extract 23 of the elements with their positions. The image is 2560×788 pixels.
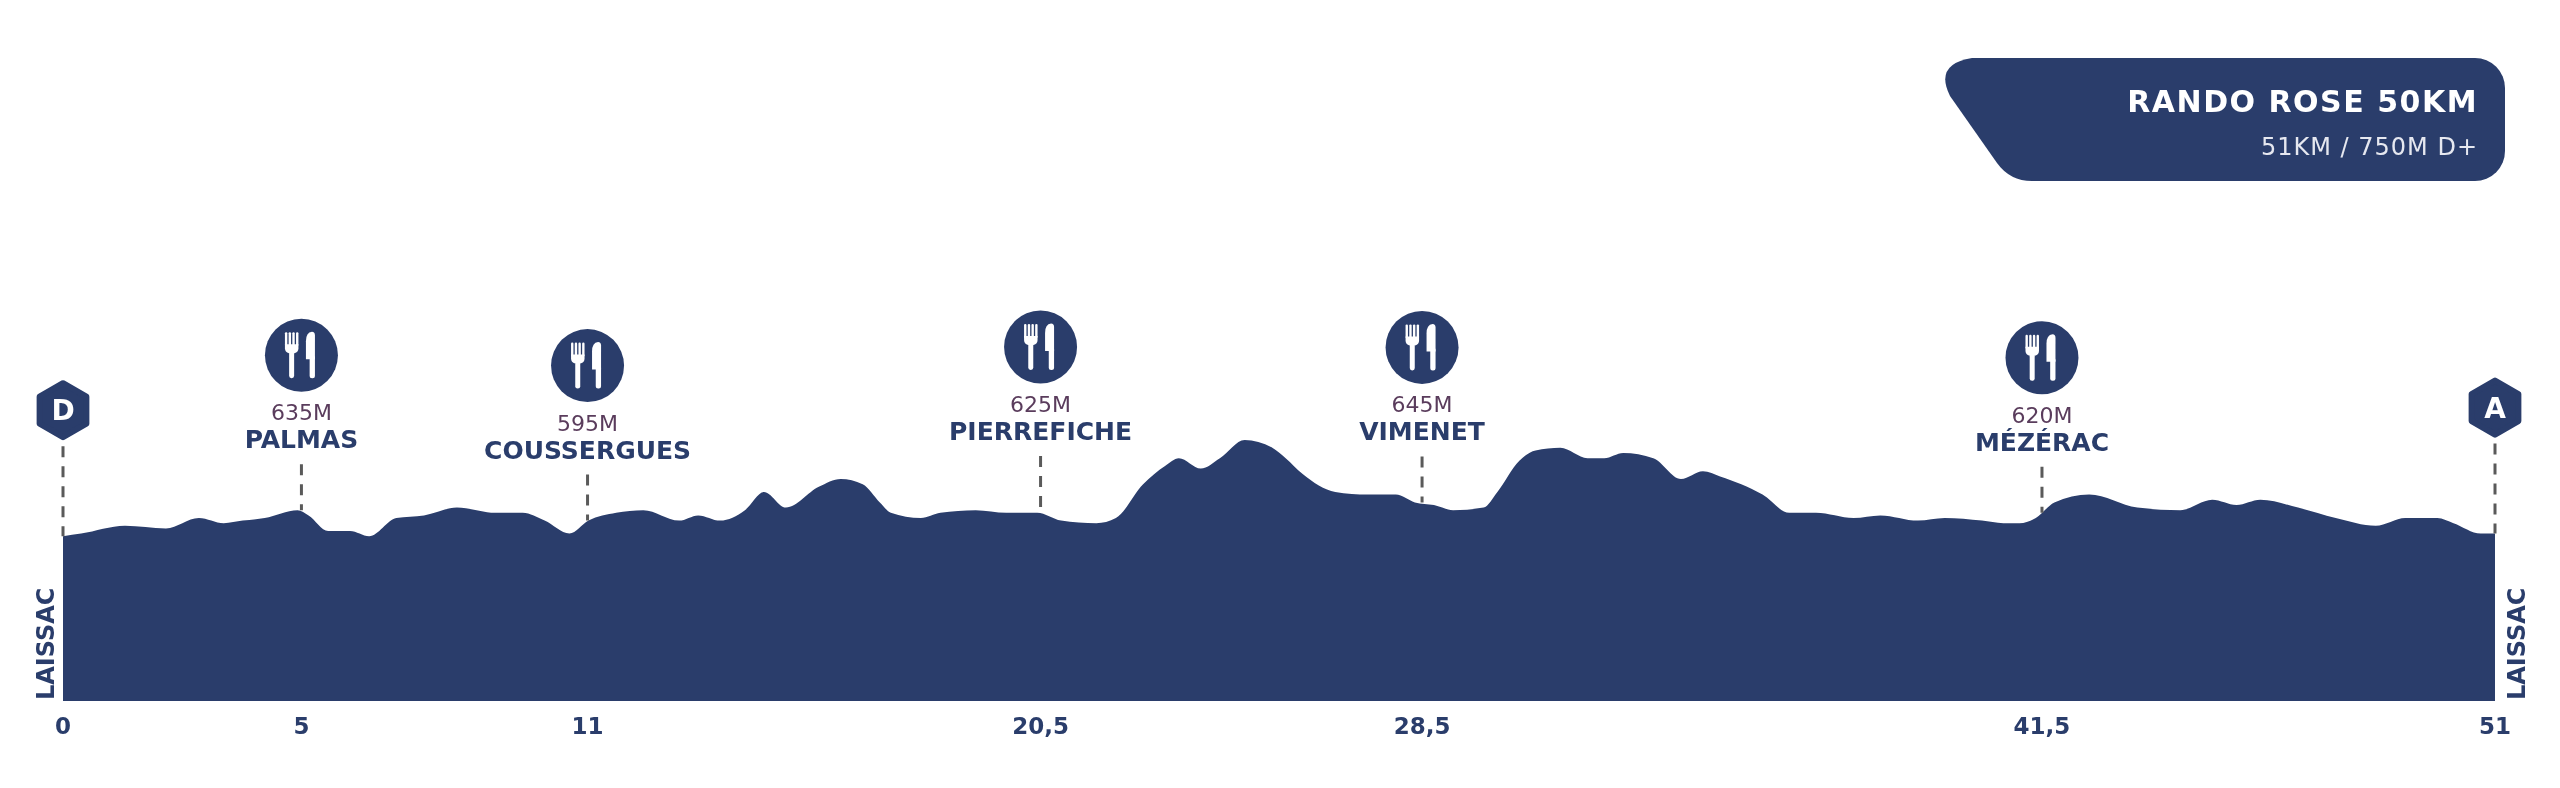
text: 625M <box>1010 392 1072 417</box>
annotation: LAISSAC <box>32 587 60 700</box>
x-tick-label: 51 <box>2478 713 2512 739</box>
text: 645M <box>1391 392 1453 418</box>
x-tick-label: 20,5 <box>1012 713 1069 739</box>
annotation: VIMENET <box>1359 417 1485 447</box>
annotation: MÉZÉRAC <box>1974 427 2110 457</box>
x-tick-label: 41,5 <box>2013 713 2071 739</box>
text: 620M <box>2011 402 2073 428</box>
x-tick-label: 11 <box>571 713 604 739</box>
annotation: A <box>2484 391 2507 425</box>
chart-subtitle: 51KM / 750M D+ <box>2260 133 2478 161</box>
text: 635M <box>270 400 332 426</box>
text: 595M <box>557 410 619 436</box>
x-tick-label: 5 <box>293 713 310 739</box>
x-tick-label: 0 <box>54 713 72 739</box>
annotation: PALMAS <box>244 425 359 455</box>
annotation: COUSSERGUES <box>484 435 692 465</box>
annotation: D <box>51 394 75 428</box>
annotation: LAISSAC <box>2503 587 2531 700</box>
annotation: PIERREFICHE <box>949 417 1133 446</box>
chart-title: RANDO ROSE 50KM <box>2127 84 2478 119</box>
x-tick-label: 28,5 <box>1393 713 1451 739</box>
